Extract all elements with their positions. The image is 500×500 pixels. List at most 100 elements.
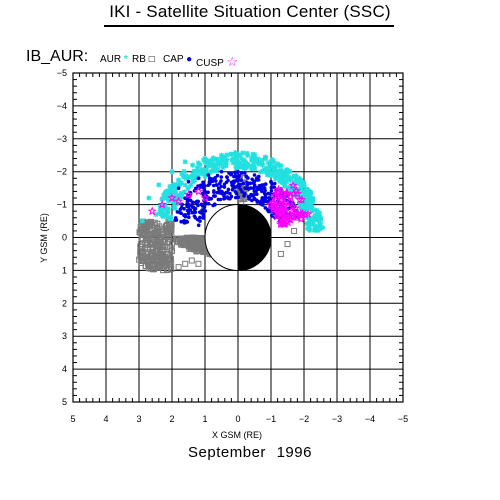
point-cap xyxy=(237,182,241,187)
point-aur xyxy=(190,162,196,168)
point-cap xyxy=(174,218,179,222)
point-cusp xyxy=(296,208,306,218)
point-aur xyxy=(224,152,230,158)
point-aur xyxy=(275,172,281,178)
point-cap xyxy=(239,170,244,175)
point-cap xyxy=(196,176,201,181)
point-cusp xyxy=(303,209,313,218)
y-tick-label: 3 xyxy=(62,331,67,341)
point-cap xyxy=(259,198,264,203)
point-rb xyxy=(143,248,150,255)
y-tick-label: −1 xyxy=(57,200,67,210)
point-aur xyxy=(168,188,174,194)
point-cap xyxy=(226,187,231,192)
point-cap xyxy=(268,197,273,202)
point-cap xyxy=(213,179,218,183)
point-rb xyxy=(148,252,155,259)
point-rb xyxy=(182,260,189,267)
point-cap xyxy=(230,183,234,187)
title-underline xyxy=(104,25,394,27)
legend-label-cap: CAP xyxy=(163,54,184,65)
point-cap xyxy=(235,175,239,180)
y-tick-label: 0 xyxy=(62,233,67,243)
point-rb xyxy=(291,227,298,234)
point-aur xyxy=(299,185,305,191)
point-cusp xyxy=(279,200,290,210)
legend-label-aur: AUR xyxy=(100,54,122,65)
point-cusp xyxy=(272,211,282,221)
point-rb xyxy=(156,260,163,267)
plot-frame xyxy=(72,72,404,403)
point-aur xyxy=(179,171,185,177)
point-cap xyxy=(270,182,274,186)
point-cap xyxy=(202,202,207,206)
point-aur xyxy=(309,220,315,226)
bottom-caption: September 1996 xyxy=(188,444,312,461)
legend-symbol-cap: ● xyxy=(186,54,193,65)
point-cusp xyxy=(290,203,301,213)
y-tick-label: 1 xyxy=(62,265,67,275)
point-cap xyxy=(193,200,198,205)
point-rb xyxy=(139,236,146,243)
point-aur xyxy=(228,151,234,157)
point-cap xyxy=(258,187,262,191)
point-rb xyxy=(194,244,201,251)
point-aur xyxy=(306,188,312,194)
point-aur xyxy=(169,169,175,175)
point-cap xyxy=(219,175,224,179)
point-cap xyxy=(222,185,227,189)
point-cap xyxy=(263,192,268,197)
point-cap xyxy=(266,199,270,204)
point-aur xyxy=(236,164,242,170)
point-cap xyxy=(190,205,195,209)
point-cap xyxy=(244,174,248,178)
point-cap xyxy=(185,208,190,213)
point-cap xyxy=(195,217,200,222)
point-cap xyxy=(239,178,243,183)
point-cap xyxy=(186,205,191,209)
point-aur xyxy=(211,165,217,171)
point-cap xyxy=(243,186,247,190)
point-aur xyxy=(168,214,174,220)
point-cusp xyxy=(297,194,307,204)
point-cap xyxy=(183,213,188,217)
point-cap xyxy=(188,198,193,203)
point-aur xyxy=(178,192,184,198)
legend-symbol-cusp: ☆ xyxy=(226,54,239,69)
point-aur xyxy=(296,179,302,185)
point-cap xyxy=(242,194,246,198)
point-cap xyxy=(233,179,237,183)
point-aur xyxy=(278,163,284,169)
point-cusp xyxy=(293,188,303,198)
point-cap xyxy=(250,193,255,198)
point-cap xyxy=(186,211,191,216)
legend-symbol-rb: □ xyxy=(148,54,155,65)
point-cap xyxy=(247,197,251,201)
point-cusp xyxy=(270,190,280,200)
point-cap xyxy=(266,191,271,196)
point-cap xyxy=(178,207,183,212)
point-rb xyxy=(195,260,202,267)
point-aur xyxy=(260,162,266,168)
point-rb xyxy=(160,267,167,274)
point-aur xyxy=(176,177,182,183)
point-cap xyxy=(225,175,229,179)
y-tick-label: −5 xyxy=(57,68,67,78)
point-cap xyxy=(252,196,257,201)
point-cusp xyxy=(265,199,276,209)
point-cap xyxy=(225,195,230,199)
point-aur xyxy=(242,164,248,170)
point-cap xyxy=(209,196,213,201)
point-cap xyxy=(177,210,182,215)
point-cap xyxy=(260,203,265,207)
point-aur xyxy=(188,182,194,188)
point-cap xyxy=(185,220,189,224)
legend-label-rb: RB xyxy=(132,54,146,65)
point-rb xyxy=(154,227,161,234)
point-cap xyxy=(192,214,197,218)
x-tick-label: 1 xyxy=(202,414,207,424)
point-rb xyxy=(143,231,150,238)
point-aur xyxy=(208,158,214,164)
point-cap xyxy=(249,186,253,190)
